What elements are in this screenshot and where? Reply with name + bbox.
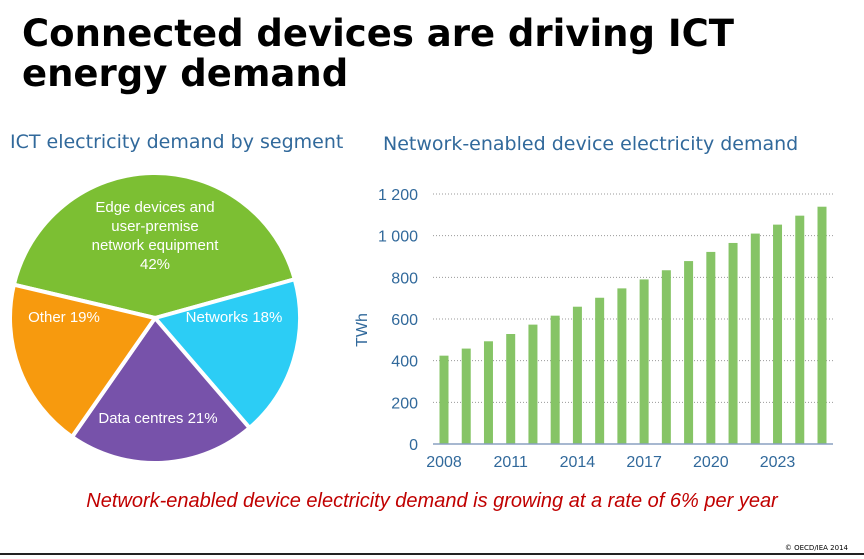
pie-slice-data [70,316,252,465]
pie-slice-networks [153,277,302,430]
pie-label-line: Edge devices and [95,199,214,216]
y-tick-label: 200 [391,395,418,412]
pie-label-line: Networks 18% [186,309,283,326]
pie-label-line: 42% [140,256,170,273]
bar-2013 [550,315,560,444]
bar-2025 [817,206,827,444]
copyright: © OECD/IEA 2014 [784,544,848,552]
y-tick-label: 0 [409,437,418,454]
bar-2018 [661,270,671,444]
x-tick-label: 2023 [760,454,796,471]
y-tick-label: 1 200 [378,187,418,204]
bar-2008 [439,355,449,444]
pie-chart-title: ICT electricity demand by segment [10,131,344,153]
y-axis-label: TWh [354,313,371,347]
bar-2019 [684,261,694,444]
bar-2024 [795,215,805,444]
pie-label-line: user-premise [111,218,199,235]
slide-title: Connected devices are driving ICT energy… [22,14,734,94]
x-tick-label: 2011 [494,454,529,471]
x-tick-label: 2017 [626,454,662,471]
title-line-1: Connected devices are driving ICT [22,12,735,55]
y-tick-label: 800 [391,270,418,287]
bar-2022 [750,233,760,444]
pie-label-line: network equipment [92,237,220,254]
pie-label-other: Other 19% [28,309,100,326]
bar-2015 [595,297,605,444]
bar-chart-title: Network-enabled device electricity deman… [383,133,799,155]
bar-2017 [639,279,649,444]
bottom-rule [0,553,864,555]
bar-2009 [461,348,471,444]
y-tick-label: 1 000 [378,229,418,246]
pie-slice-other [8,282,157,439]
pie-slice-edge [11,171,297,320]
bar-2016 [617,288,627,444]
bar-2010 [483,341,493,444]
footer-statement: Network-enabled device electricity deman… [86,490,778,512]
bar-2023 [773,224,783,444]
x-tick-label: 2014 [560,454,596,471]
bar-2012 [528,324,538,444]
x-tick-label: 2008 [426,454,462,471]
x-tick-label: 2020 [693,454,729,471]
pie-label-data: Data centres 21% [98,410,217,427]
bar-2011 [506,334,516,444]
pie-label-edge: Edge devices and user-premise network equi… [92,199,220,273]
bar-2014 [572,306,582,444]
pie-label-networks: Networks 18% [186,309,283,326]
title-line-2: energy demand [22,52,349,95]
pie-label-line: Other 19% [28,309,100,326]
y-tick-label: 600 [391,312,418,329]
bar-2020 [706,251,716,444]
pie-label-line: Data centres 21% [98,410,217,427]
bar-2021 [728,242,738,444]
y-tick-label: 400 [391,354,418,371]
